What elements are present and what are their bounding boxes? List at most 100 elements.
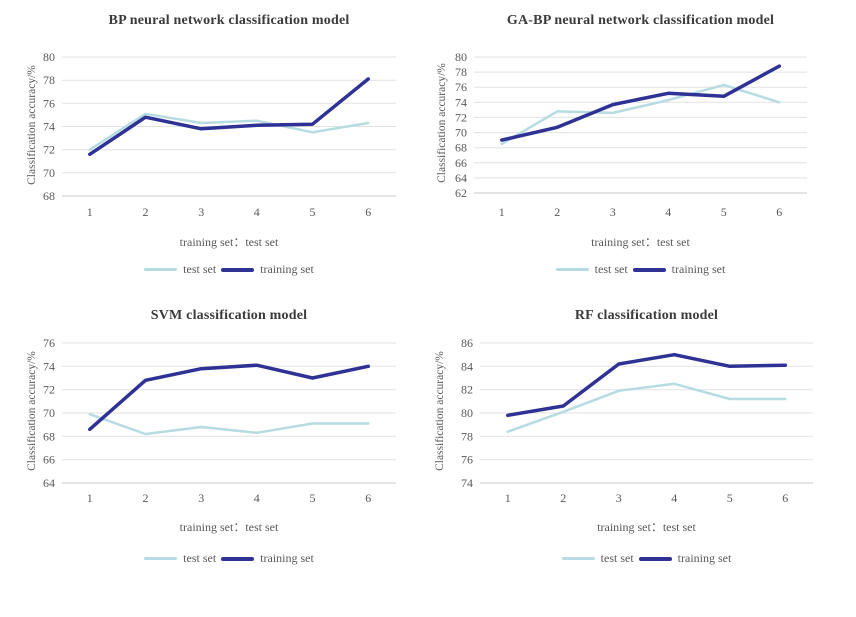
series-line-test-set [88,112,370,151]
x-tick-label: 5 [310,491,316,505]
y-tick-label: 80 [43,50,55,64]
legend-swatch-training-set-icon [221,556,255,561]
legend-label: training set [260,262,314,276]
series-line-test-set [88,412,370,436]
y-tick-label: 80 [455,50,467,64]
legend-item: test set [144,551,216,566]
y-tick-label: 76 [461,453,473,467]
y-tick-label: 78 [461,429,473,443]
x-tick-label: 4 [254,205,260,219]
x-axis-title: training set：test set [591,235,690,249]
legend: test set training set [480,551,813,566]
y-tick-label: 82 [461,383,473,397]
y-tick-label: 66 [455,156,467,170]
y-tick-label: 76 [43,96,55,110]
x-tick-label: 6 [776,205,782,219]
x-axis-title: training set：test set [179,235,279,249]
chart-svm-model: SVM classification model Classification … [0,300,428,617]
plot-area: 74 76 78 80 82 84 86 1 2 3 4 5 6 [461,336,813,505]
x-tick-label: 5 [310,205,316,219]
legend-label: training set [260,551,314,565]
y-tick-label: 74 [461,476,473,490]
x-axis-title: training set：test set [179,520,279,534]
y-tick-label: 78 [455,65,467,79]
y-tick-label: 64 [455,171,467,185]
legend-item: training set [221,551,314,566]
legend: test set training set [62,262,396,277]
x-tick-label: 1 [499,205,505,219]
series-line-training-set [506,352,788,418]
chart-title: RF classification model [574,308,719,323]
y-tick-label: 66 [43,453,55,467]
x-tick-label: 3 [616,491,622,505]
chart-bp-model: BP neural network classification model C… [0,0,428,300]
legend-label: test set [594,262,628,276]
chart-title: BP neural network classification model [108,13,350,28]
y-tick-label: 70 [43,406,55,420]
series-line-training-set [88,77,370,157]
x-tick-label: 5 [727,491,733,505]
legend-item: training set [221,262,314,277]
y-tick-label: 72 [43,143,55,157]
y-tick-label: 62 [455,186,467,200]
legend-item: test set [555,262,628,277]
x-tick-label: 2 [143,491,149,505]
x-axis-title: training set：test set [597,520,696,534]
series-line-training-set [88,363,370,432]
y-tick-label: 76 [455,80,467,94]
legend-swatch-training-set-icon [221,267,255,272]
legend-swatch-test-set-icon [144,268,178,271]
x-tick-label: 2 [554,205,560,219]
plot-area: 68 70 72 74 76 78 80 1 2 3 4 5 6 [43,50,396,219]
legend-item: test set [144,262,216,277]
legend-item: test set [561,551,634,566]
legend-swatch-test-set-icon [561,557,595,560]
chart-rf-model: RF classification model Classification a… [428,300,856,617]
series-line-test-set [506,382,787,433]
legend-label: test set [183,551,217,565]
x-tick-label: 2 [560,491,566,505]
y-tick-label: 68 [43,429,55,443]
x-tick-label: 1 [87,205,93,219]
x-tick-label: 1 [87,491,93,505]
y-tick-label: 68 [43,189,55,203]
legend-label: training set [671,262,726,276]
x-tick-label: 6 [365,205,371,219]
series-line-training-set [500,64,782,142]
legend-item: training set [638,551,731,566]
y-tick-label: 64 [43,476,55,490]
chart-gabp-model: GA-BP neural network classification mode… [428,0,856,300]
legend-swatch-test-set-icon [144,557,178,560]
x-tick-label: 1 [505,491,511,505]
chart-title: GA-BP neural network classification mode… [506,13,775,28]
y-tick-label: 80 [461,406,473,420]
y-tick-label: 72 [43,383,55,397]
legend: test set training set [62,551,396,566]
legend-swatch-training-set-icon [632,267,666,272]
x-tick-label: 3 [198,491,204,505]
x-tick-label: 3 [610,205,616,219]
x-tick-label: 4 [665,205,671,219]
plot-area: 64 66 68 70 72 74 76 1 2 3 4 5 6 [43,336,396,505]
x-tick-label: 3 [198,205,204,219]
y-tick-label: 74 [43,359,55,373]
y-tick-label: 70 [455,126,467,140]
x-tick-label: 5 [721,205,727,219]
legend-item: training set [632,262,726,277]
x-tick-label: 6 [365,491,371,505]
chart-title: SVM classification model [150,308,308,323]
x-tick-label: 4 [671,491,677,505]
legend-swatch-training-set-icon [638,556,672,561]
y-tick-label: 78 [43,73,55,87]
y-tick-label: 86 [461,336,473,350]
y-tick-label: 76 [43,336,55,350]
y-tick-label: 74 [43,120,55,134]
legend-label: test set [600,551,634,565]
legend-swatch-test-set-icon [555,268,589,271]
y-tick-label: 74 [455,95,467,109]
series-line-test-set [500,83,781,146]
y-tick-label: 68 [455,141,467,155]
legend: test set training set [474,262,807,277]
x-tick-label: 2 [143,205,149,219]
